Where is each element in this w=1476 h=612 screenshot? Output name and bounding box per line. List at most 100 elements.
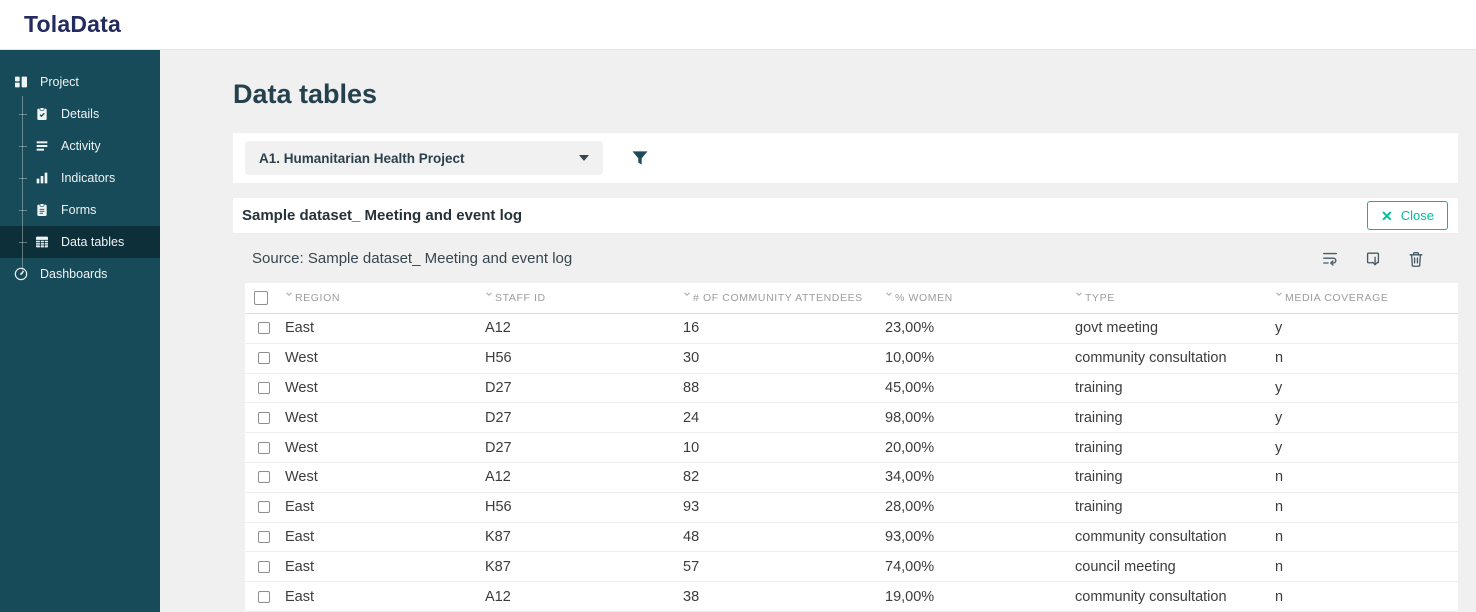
- main-content: Data tables A1. Humanitarian Health Proj…: [160, 50, 1476, 612]
- export-icon[interactable]: [1363, 249, 1383, 269]
- table-row: East A12 16 23,00% govt meeting y: [245, 314, 1458, 344]
- table-cell: 20,00%: [885, 439, 935, 456]
- table-cell: D27: [485, 379, 512, 396]
- column-header[interactable]: # OF COMMUNITY ATTENDEES: [683, 292, 885, 304]
- sidebar-item-label: Dashboards: [40, 267, 108, 281]
- project-select[interactable]: A1. Humanitarian Health Project: [245, 141, 603, 175]
- row-checkbox[interactable]: [258, 381, 270, 394]
- close-button[interactable]: ✕ Close: [1367, 201, 1448, 230]
- table-cell: K87: [485, 558, 511, 575]
- row-checkbox[interactable]: [258, 501, 270, 514]
- brand-logo[interactable]: TolaData: [24, 11, 122, 37]
- row-checkbox[interactable]: [258, 322, 270, 335]
- sidebar: Project Details Activity Indicators Fo: [0, 50, 160, 612]
- project-select-value: A1. Humanitarian Health Project: [259, 150, 465, 166]
- column-header[interactable]: STAFF ID: [485, 292, 683, 304]
- wrap-text-icon[interactable]: [1320, 249, 1340, 269]
- sidebar-item-project[interactable]: Project: [0, 66, 160, 98]
- close-icon: ✕: [1381, 207, 1393, 224]
- table-cell: training: [1075, 499, 1123, 516]
- sidebar-item-indicators[interactable]: Indicators: [0, 162, 160, 194]
- row-checkbox[interactable]: [258, 352, 270, 365]
- trash-icon[interactable]: [1406, 249, 1426, 269]
- sidebar-item-data-tables[interactable]: Data tables: [0, 226, 160, 258]
- table-cell: 19,00%: [885, 588, 935, 605]
- table-cell: training: [1075, 439, 1123, 456]
- table-row: East K87 48 93,00% community consultation n: [245, 522, 1458, 553]
- table-body: East A12 16 23,00% govt meeting y West H56 30 10,…: [245, 314, 1458, 612]
- table-cell: y: [1275, 409, 1283, 426]
- sidebar-item-label: Forms: [61, 203, 97, 217]
- table-cell: y: [1275, 320, 1283, 337]
- row-checkbox[interactable]: [258, 530, 270, 543]
- table-actions: [1320, 249, 1426, 269]
- sidebar-item-dashboards[interactable]: Dashboards: [0, 258, 160, 290]
- sidebar-item-forms[interactable]: Forms: [0, 194, 160, 226]
- app-header: TolaData: [0, 0, 1476, 50]
- row-checkbox[interactable]: [258, 560, 270, 573]
- source-label: Source: Sample dataset_ Meeting and even…: [252, 250, 573, 267]
- dataset-title: Sample dataset_ Meeting and event log: [242, 207, 523, 224]
- table-cell: West: [285, 350, 318, 367]
- sidebar-item-label: Details: [61, 107, 100, 121]
- sidebar-item-label: Project: [40, 75, 79, 89]
- table-cell: 16: [683, 320, 700, 337]
- table-cell: 10,00%: [885, 350, 935, 367]
- sidebar-item-label: Activity: [61, 139, 101, 153]
- table-cell: n: [1275, 499, 1284, 516]
- column-header[interactable]: TYPE: [1075, 292, 1275, 304]
- table-cell: East: [285, 499, 315, 516]
- table-row: West H56 30 10,00% community consultation n: [245, 343, 1458, 374]
- table-cell: 38: [683, 588, 700, 605]
- table-row: East A12 38 19,00% community consultation n: [245, 582, 1458, 612]
- table-cell: 30: [683, 350, 700, 367]
- table-cell: n: [1275, 588, 1284, 605]
- table-cell: West: [285, 469, 318, 486]
- table-header-row: REGION STAFF ID # OF COMMUNITY ATTENDEES% …: [245, 283, 1458, 314]
- table-row: West D27 10 20,00% training y: [245, 433, 1458, 463]
- sidebar-item-details[interactable]: Details: [0, 98, 160, 130]
- chevron-down-icon: [579, 155, 589, 161]
- sidebar-item-activity[interactable]: Activity: [0, 130, 160, 162]
- table-cell: council meeting: [1075, 558, 1176, 575]
- table-cell: 74,00%: [885, 558, 935, 575]
- table-row: West D27 24 98,00% training y: [245, 403, 1458, 434]
- project-filter-bar: A1. Humanitarian Health Project: [233, 133, 1458, 183]
- filter-icon[interactable]: [630, 148, 650, 168]
- table-cell: D27: [485, 409, 512, 426]
- table-cell: H56: [485, 499, 512, 516]
- table-cell: East: [285, 588, 315, 605]
- select-all-checkbox[interactable]: [254, 291, 268, 305]
- table-cell: H56: [485, 350, 512, 367]
- table-cell: training: [1075, 469, 1123, 486]
- page-title: Data tables: [233, 79, 378, 109]
- indicators-icon: [34, 170, 50, 186]
- tree-line: [22, 96, 23, 274]
- table-cell: community consultation: [1075, 350, 1227, 367]
- table-cell: East: [285, 528, 315, 545]
- column-header[interactable]: % WOMEN: [885, 292, 1075, 304]
- table-cell: y: [1275, 439, 1283, 456]
- sidebar-item-label: Data tables: [61, 235, 125, 249]
- table-cell: n: [1275, 558, 1284, 575]
- sidebar-item-label: Indicators: [61, 171, 116, 185]
- table-cell: East: [285, 558, 315, 575]
- table-cell: 45,00%: [885, 379, 935, 396]
- table-cell: East: [285, 320, 315, 337]
- project-icon: [13, 74, 29, 90]
- row-checkbox[interactable]: [258, 590, 270, 603]
- table-row: East H56 93 28,00% training n: [245, 492, 1458, 523]
- table-cell: training: [1075, 379, 1123, 396]
- column-header[interactable]: MEDIA COVERAGE: [1275, 292, 1458, 304]
- table-cell: West: [285, 439, 318, 456]
- table-cell: 34,00%: [885, 469, 935, 486]
- row-checkbox[interactable]: [258, 471, 270, 484]
- row-checkbox[interactable]: [258, 441, 270, 454]
- table-cell: West: [285, 409, 318, 426]
- details-icon: [34, 106, 50, 122]
- row-checkbox[interactable]: [258, 411, 270, 424]
- table-cell: 57: [683, 558, 700, 575]
- close-label: Close: [1400, 208, 1434, 223]
- column-header[interactable]: REGION: [285, 292, 485, 304]
- table-cell: community consultation: [1075, 528, 1227, 545]
